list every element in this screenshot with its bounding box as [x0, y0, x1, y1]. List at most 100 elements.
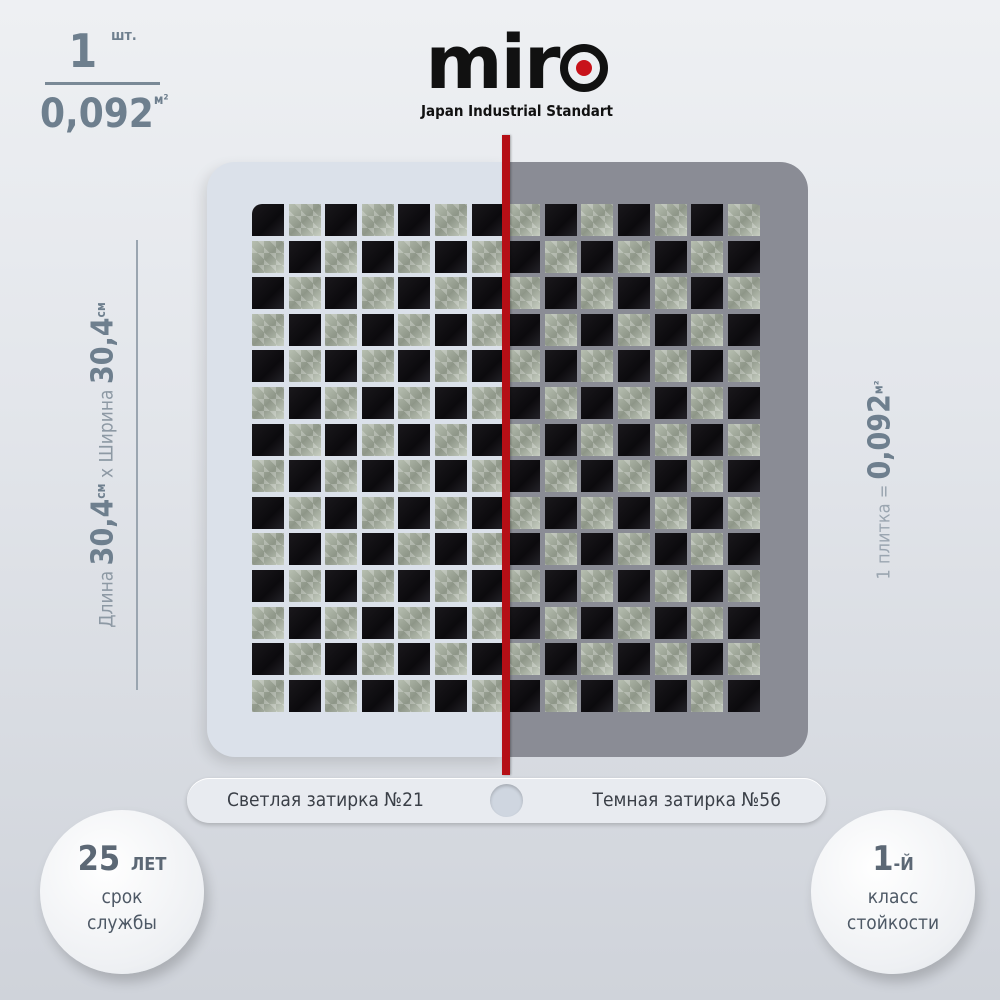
mosaic-tile-black: [654, 240, 687, 273]
width-value: 30,4: [85, 317, 121, 385]
mosaic-tile-silver: [508, 423, 541, 456]
mosaic-tile-silver: [325, 240, 358, 273]
mosaic-tile-black: [544, 423, 577, 456]
mosaic-tile-black: [325, 423, 358, 456]
mosaic-tile-silver: [288, 350, 321, 383]
mosaic-tile-black: [361, 386, 394, 419]
mosaic-tile-black: [252, 423, 284, 456]
mosaic-tile-black: [581, 679, 614, 712]
mosaic-tile-black: [252, 277, 284, 310]
mosaic-tile-black: [691, 496, 724, 529]
mosaic-tile-black: [691, 569, 724, 602]
mosaic-tile-silver: [398, 460, 431, 493]
mosaic-tile-silver: [252, 460, 284, 493]
mosaic-tile-black: [288, 460, 321, 493]
mosaic-tile-black: [325, 643, 358, 676]
mosaic-tile-black: [727, 679, 760, 712]
mosaic-tile-silver: [727, 204, 760, 236]
dimensions-label: Длина 30,4см x Ширина 30,4см: [86, 302, 121, 628]
mosaic-tile-silver: [361, 423, 394, 456]
mosaic-tile-silver: [654, 350, 687, 383]
mosaic-tile-silver: [325, 533, 358, 566]
mosaic-tile-silver: [361, 643, 394, 676]
mosaic-tile-black: [617, 204, 650, 236]
mosaic-tile-silver: [727, 277, 760, 310]
mosaic-tile-black: [727, 460, 760, 493]
mosaic-tile-black: [361, 460, 394, 493]
dark-grout-label: Темная затирка №56: [592, 789, 781, 811]
width-label: Ширина: [95, 389, 118, 463]
mosaic-tile-silver: [727, 569, 760, 602]
mosaic-tile-black: [508, 386, 541, 419]
mosaic-tile-silver: [617, 313, 650, 346]
mosaic-tile-silver: [434, 350, 467, 383]
mosaic-tile-silver: [361, 569, 394, 602]
piece-unit: шт.: [111, 28, 137, 44]
mosaic-tile-black: [617, 277, 650, 310]
mosaic-tile-black: [654, 460, 687, 493]
mosaic-tile-silver: [434, 496, 467, 529]
mosaic-tile-black: [654, 386, 687, 419]
mosaic-tile-silver: [654, 277, 687, 310]
mosaic-tile-black: [581, 533, 614, 566]
mosaic-tile-silver: [581, 569, 614, 602]
mosaic-tile-black: [252, 643, 284, 676]
mosaic-tile-black: [288, 313, 321, 346]
mosaic-tile-silver: [361, 277, 394, 310]
mosaic-tile-black: [471, 423, 504, 456]
mosaic-tile-silver: [727, 496, 760, 529]
tile-area-value: 0,092: [862, 394, 898, 480]
mosaic-tile-black: [581, 386, 614, 419]
durability-suffix: -Й: [893, 854, 914, 875]
durability-line1: класс: [867, 886, 919, 908]
mosaic-tile-black: [581, 606, 614, 639]
mosaic-tile-black: [691, 277, 724, 310]
mosaic-tile-black: [508, 533, 541, 566]
mosaic-tile-black: [361, 679, 394, 712]
mosaic-tile-silver: [434, 643, 467, 676]
times-sign: x: [95, 467, 118, 479]
equals-sign: =: [873, 484, 895, 499]
mosaic-tile-black: [544, 496, 577, 529]
mosaic-tile-silver: [544, 606, 577, 639]
mosaic-tile-black: [544, 204, 577, 236]
fraction-bar: [45, 82, 160, 85]
mosaic-tile-silver: [361, 350, 394, 383]
tile-label: 1 плитка: [873, 503, 895, 580]
mosaic-tile-silver: [654, 569, 687, 602]
brand-tagline: Japan Industrial Standart: [420, 102, 614, 120]
mosaic-tile-black: [727, 606, 760, 639]
mosaic-tile-black: [398, 204, 431, 236]
mosaic-tile-silver: [361, 204, 394, 236]
mosaic-tile-black: [617, 350, 650, 383]
mosaic-tile-black: [398, 423, 431, 456]
mosaic-tile-black: [398, 277, 431, 310]
mosaic-tile-silver: [434, 423, 467, 456]
lifetime-line2: службы: [87, 912, 157, 934]
mosaic-tile-black: [581, 313, 614, 346]
mosaic-tile-silver: [544, 679, 577, 712]
mosaic-tile-silver: [471, 533, 504, 566]
length-value: 30,4: [85, 498, 121, 566]
mosaic-tile-black: [325, 350, 358, 383]
mosaic-tile-black: [434, 679, 467, 712]
mosaic-tile-black: [434, 313, 467, 346]
lifetime-unit: ЛЕТ: [130, 854, 167, 875]
length-label: Длина: [95, 570, 118, 628]
mosaic-tile-black: [252, 204, 284, 236]
mosaic-tile-black: [471, 569, 504, 602]
mosaic-tile-silver: [434, 569, 467, 602]
mosaic-grid: [252, 204, 760, 712]
mosaic-tile-silver: [654, 204, 687, 236]
mosaic-tile-black: [617, 569, 650, 602]
length-unit: см: [94, 483, 109, 499]
mosaic-tile-black: [727, 533, 760, 566]
mosaic-tile-black: [654, 679, 687, 712]
mosaic-tile-silver: [581, 423, 614, 456]
mosaic-tile-black: [361, 240, 394, 273]
mosaic-tile-black: [544, 350, 577, 383]
mosaic-tile-black: [252, 496, 284, 529]
mosaic-tile-black: [508, 606, 541, 639]
mosaic-tile-silver: [508, 350, 541, 383]
mosaic-tile-black: [544, 643, 577, 676]
